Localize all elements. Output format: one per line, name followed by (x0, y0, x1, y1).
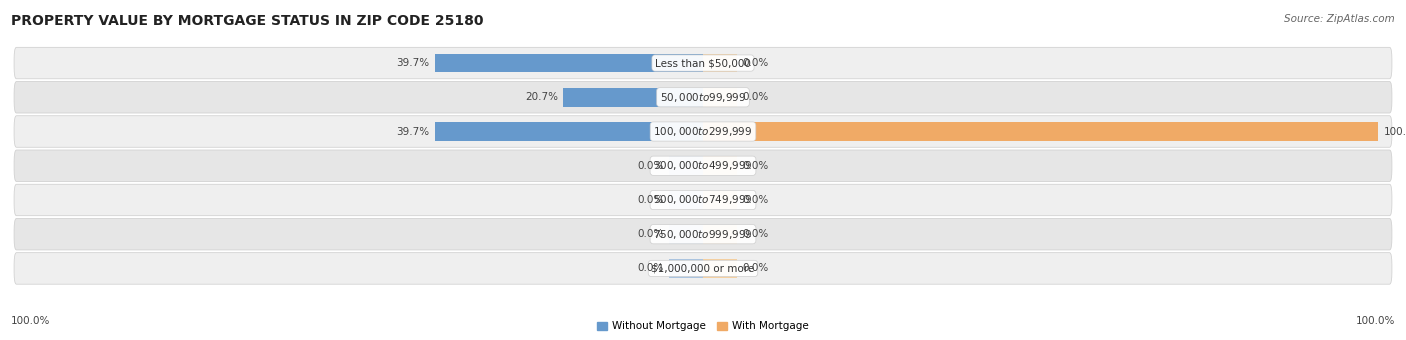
Text: $300,000 to $499,999: $300,000 to $499,999 (654, 159, 752, 172)
FancyBboxPatch shape (14, 253, 1392, 284)
Bar (703, 54, 737, 72)
Bar (703, 259, 737, 278)
Text: 0.0%: 0.0% (742, 229, 769, 239)
Text: 39.7%: 39.7% (396, 58, 429, 68)
Text: $1,000,000 or more: $1,000,000 or more (651, 264, 755, 273)
Bar (703, 88, 737, 107)
Text: 0.0%: 0.0% (742, 58, 769, 68)
Text: 100.0%: 100.0% (11, 317, 51, 326)
Bar (669, 156, 703, 175)
FancyBboxPatch shape (14, 82, 1392, 113)
Bar (703, 156, 737, 175)
Bar (669, 190, 703, 209)
Legend: Without Mortgage, With Mortgage: Without Mortgage, With Mortgage (598, 321, 808, 332)
Text: 39.7%: 39.7% (396, 126, 429, 137)
Bar (703, 122, 1378, 141)
Text: Source: ZipAtlas.com: Source: ZipAtlas.com (1284, 14, 1395, 23)
FancyBboxPatch shape (14, 150, 1392, 182)
Text: 0.0%: 0.0% (637, 264, 664, 273)
Bar (669, 225, 703, 244)
Text: $500,000 to $749,999: $500,000 to $749,999 (654, 193, 752, 206)
FancyBboxPatch shape (14, 184, 1392, 216)
Text: 100.0%: 100.0% (1355, 317, 1395, 326)
FancyBboxPatch shape (14, 47, 1392, 79)
Text: $50,000 to $99,999: $50,000 to $99,999 (659, 91, 747, 104)
Text: 0.0%: 0.0% (742, 264, 769, 273)
FancyBboxPatch shape (14, 219, 1392, 250)
Text: $100,000 to $299,999: $100,000 to $299,999 (654, 125, 752, 138)
Bar (434, 54, 703, 72)
Text: 0.0%: 0.0% (637, 161, 664, 171)
Bar (564, 88, 703, 107)
Text: 0.0%: 0.0% (637, 195, 664, 205)
FancyBboxPatch shape (14, 116, 1392, 147)
Text: 0.0%: 0.0% (742, 161, 769, 171)
Text: $750,000 to $999,999: $750,000 to $999,999 (654, 228, 752, 241)
Bar (669, 259, 703, 278)
Text: Less than $50,000: Less than $50,000 (655, 58, 751, 68)
Text: 20.7%: 20.7% (524, 92, 558, 102)
Bar (434, 122, 703, 141)
Bar (703, 225, 737, 244)
Text: 100.0%: 100.0% (1384, 126, 1406, 137)
Bar (703, 190, 737, 209)
Text: 0.0%: 0.0% (742, 195, 769, 205)
Text: 0.0%: 0.0% (742, 92, 769, 102)
Text: PROPERTY VALUE BY MORTGAGE STATUS IN ZIP CODE 25180: PROPERTY VALUE BY MORTGAGE STATUS IN ZIP… (11, 14, 484, 28)
Text: 0.0%: 0.0% (637, 229, 664, 239)
